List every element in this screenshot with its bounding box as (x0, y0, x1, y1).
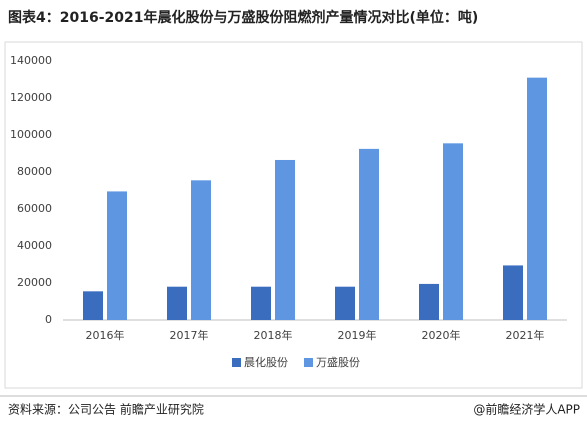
bar (359, 148, 379, 320)
chart-title: 图表4：2016-2021年晨化股份与万盛股份阻燃剂产量情况对比(单位：吨) (8, 9, 478, 26)
y-tick-label: 80000 (17, 165, 52, 178)
bar (335, 286, 355, 320)
x-tick-label: 2020年 (422, 328, 461, 342)
legend-swatch (232, 358, 241, 367)
bar (83, 291, 103, 320)
bar (443, 143, 463, 320)
y-tick-label: 60000 (17, 202, 52, 215)
legend-label: 万盛股份 (316, 355, 360, 369)
credit: @前瞻经济学人APP (473, 402, 580, 417)
bar (527, 77, 547, 321)
x-tick-label: 2018年 (254, 328, 293, 342)
x-tick-label: 2019年 (338, 328, 377, 342)
bar (167, 286, 187, 320)
chart-frame (4, 41, 583, 389)
bar (503, 265, 523, 320)
legend-label: 晨化股份 (244, 355, 288, 369)
y-tick-label: 40000 (17, 239, 52, 252)
legend-swatch (304, 358, 313, 367)
source: 资料来源：公司公告 前瞻产业研究院 (8, 402, 204, 417)
y-tick-label: 20000 (17, 276, 52, 289)
y-tick-label: 100000 (10, 128, 52, 141)
bar (191, 180, 211, 320)
y-tick-label: 140000 (10, 54, 52, 67)
y-tick-label: 0 (45, 313, 52, 326)
bar (419, 283, 439, 320)
bar (251, 286, 271, 320)
bar (107, 191, 127, 320)
x-tick-label: 2021年 (506, 328, 545, 342)
x-tick-label: 2016年 (86, 328, 125, 342)
y-tick-label: 120000 (10, 91, 52, 104)
x-tick-label: 2017年 (170, 328, 209, 342)
bar (275, 159, 295, 320)
